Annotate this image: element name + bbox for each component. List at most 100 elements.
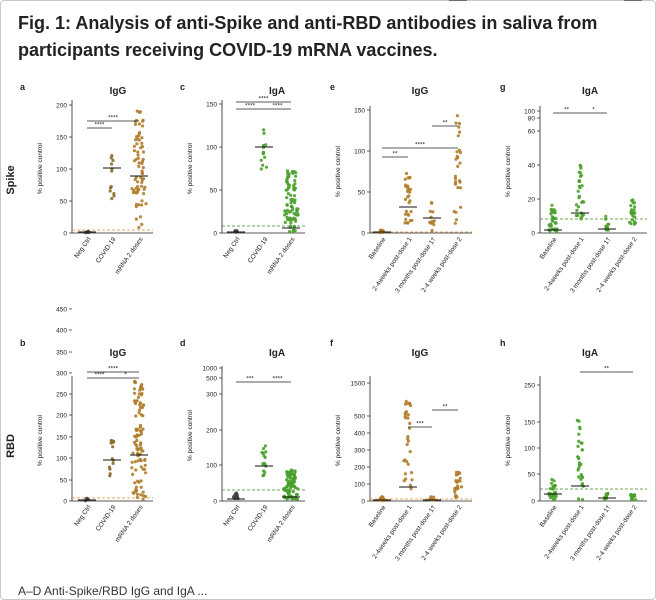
category-label-e: Baseline (368, 236, 388, 261)
y-tick-label-f: 0 (361, 499, 365, 506)
data-point-b (141, 427, 145, 431)
y-tick-label-h: 50 (528, 472, 536, 479)
data-point-e (457, 121, 462, 126)
data-point-d (264, 450, 268, 454)
data-point-g (574, 203, 579, 207)
data-point-b (139, 493, 143, 497)
y-tick-label-e: 150 (354, 108, 365, 115)
data-point-g (633, 215, 637, 219)
y-tick-label-c: 100 (206, 145, 217, 152)
data-point-a (141, 166, 145, 170)
sig-label-e: **** (415, 142, 426, 149)
data-point-a (139, 146, 143, 150)
sig-label-e: ** (392, 151, 398, 158)
data-point-c (295, 209, 299, 214)
data-point-a (132, 149, 136, 153)
y-tick-label-f: 500 (354, 414, 365, 421)
data-point-a (135, 191, 139, 195)
y-tick-label-b: 100 (56, 456, 67, 463)
data-point-f (453, 490, 457, 494)
data-point-b (139, 413, 143, 417)
category-label-d: COVID-19 (247, 504, 270, 533)
y-tick-label-d: 100 (206, 463, 217, 470)
sig-label-c: **** (258, 96, 269, 103)
data-point-d (293, 477, 297, 481)
data-point-g (580, 184, 584, 188)
data-point-c (292, 188, 296, 192)
data-point-g (579, 164, 583, 168)
data-point-g (579, 217, 583, 221)
y-label-d: % positive control (187, 409, 194, 460)
data-point-d (260, 450, 264, 455)
category-label-d: mRNA 2 doses (266, 504, 297, 544)
data-point-f (453, 495, 458, 499)
data-point-a (109, 156, 113, 160)
data-point-a (135, 142, 139, 146)
data-point-d (293, 470, 297, 474)
data-point-c (296, 207, 300, 211)
y-tick-label-a: 200 (56, 103, 67, 110)
data-point-a (141, 177, 146, 181)
y-tick-label-b: 0 (63, 499, 67, 506)
data-point-f (453, 488, 457, 492)
data-point-c (283, 220, 287, 224)
data-point-a (140, 180, 144, 184)
data-point-b (143, 463, 147, 467)
category-label-g: Baseline (539, 236, 559, 261)
data-point-b (137, 411, 141, 415)
data-point-a (144, 202, 148, 206)
data-point-c (294, 213, 298, 217)
y-tick-label-d: 500 (206, 376, 217, 383)
data-point-a (141, 157, 145, 161)
data-point-a (141, 150, 146, 154)
data-point-a (136, 153, 140, 157)
data-point-d (263, 444, 267, 448)
data-point-b (130, 460, 134, 464)
data-point-a (136, 150, 140, 154)
y-tick-label-a: 50 (60, 199, 68, 206)
y-tick-label-f: 200 (354, 465, 365, 472)
y-tick-label-h: 100 (524, 446, 535, 453)
y-tick-label-b: 350 (56, 350, 67, 357)
data-point-f (455, 487, 459, 491)
data-point-b (132, 391, 137, 395)
data-point-a (138, 215, 143, 219)
y-tick-label-a: 0 (63, 231, 67, 238)
data-point-b (135, 438, 139, 443)
y-label-a: % positive control (37, 142, 44, 193)
data-point-f (406, 416, 410, 420)
data-point-g (549, 212, 553, 216)
data-point-b (141, 467, 145, 471)
data-point-d (283, 486, 287, 490)
data-point-g (578, 174, 583, 178)
data-point-d (292, 496, 296, 500)
data-point-h (575, 418, 580, 422)
data-point-c (286, 192, 290, 196)
data-point-b (136, 395, 140, 399)
data-point-c (262, 131, 266, 135)
sig-label-a: **** (108, 115, 119, 122)
data-point-e (430, 228, 434, 233)
y-tick-label-e: 100 (354, 149, 365, 156)
data-point-g (629, 204, 633, 208)
data-point-c (283, 213, 287, 217)
data-point-d (286, 492, 290, 496)
data-point-h (577, 497, 581, 501)
data-point-g (633, 220, 637, 224)
data-point-e (431, 210, 435, 214)
y-tick-label-h: 250 (524, 383, 535, 390)
y-tick-label-f: 100 (354, 482, 365, 489)
data-point-a (140, 136, 144, 140)
y-tick-label-f: 300 (354, 448, 365, 455)
data-point-d (288, 476, 292, 480)
data-point-g (578, 171, 582, 175)
data-point-c (261, 163, 265, 167)
y-tick-label-f: 400 (354, 431, 365, 438)
data-point-c (293, 179, 297, 183)
data-point-g (577, 194, 582, 198)
data-point-b (139, 479, 143, 483)
panel-letter-c: c (180, 82, 185, 92)
data-point-a (110, 197, 114, 201)
data-point-b (111, 461, 115, 465)
y-tick-label-c: 50 (210, 188, 218, 195)
